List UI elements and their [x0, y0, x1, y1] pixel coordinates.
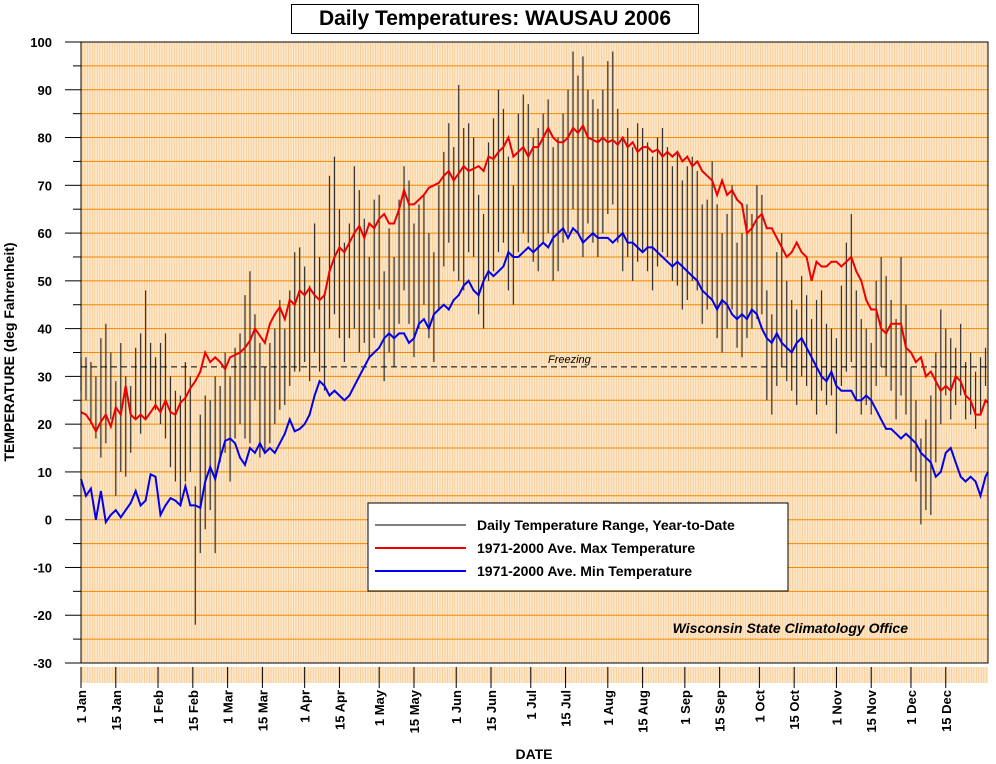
credit-annotation: Wisconsin State Climatology Office: [673, 620, 909, 636]
y-tick-label--20: -20: [33, 608, 52, 623]
legend: Daily Temperature Range, Year-to-Date 19…: [367, 502, 789, 592]
x-tick-label-21: 15 Nov: [864, 689, 879, 732]
x-tick-label-1: 15 Jan: [109, 690, 124, 731]
y-tick-label-50: 50: [38, 274, 52, 289]
y-tick-label-60: 60: [38, 226, 52, 241]
x-tick-label-14: 1 Aug: [601, 690, 616, 726]
x-tick-label-12: 1 Jul: [524, 690, 539, 720]
x-tick-label-4: 1 Mar: [221, 690, 236, 724]
x-tick-label-20: 1 Nov: [829, 689, 844, 725]
x-tick-label-9: 15 May: [407, 689, 422, 733]
y-tick-label-90: 90: [38, 83, 52, 98]
x-tick-label-16: 1 Sep: [678, 690, 693, 725]
x-tick-label-22: 1 Dec: [904, 690, 919, 725]
x-tick-label-15: 15 Aug: [636, 690, 651, 733]
x-tick-label-13: 15 Jul: [559, 690, 574, 727]
y-tick-label-20: 20: [38, 417, 52, 432]
x-axis-ticks: 1 Jan 15 Jan 1 Feb 15 Feb 1 Mar 15 Mar 1 Apr 15…: [74, 667, 954, 733]
daily-range-bars: [80, 51, 987, 625]
y-tick-label-0: 0: [45, 513, 52, 528]
y-tick-label-10: 10: [38, 465, 52, 480]
min-temperature-line: [80, 226, 989, 525]
x-tick-label-17: 15 Sep: [713, 690, 728, 732]
x-tick-label-8: 1 May: [372, 689, 387, 726]
x-tick-label-5: 15 Mar: [255, 690, 270, 731]
y-tick-label--30: -30: [33, 656, 52, 671]
y-tick-label-70: 70: [38, 178, 52, 193]
y-tick-label--10: -10: [33, 560, 52, 575]
x-tick-label-3: 15 Feb: [186, 690, 201, 731]
legend-label-max: 1971-2000 Ave. Max Temperature: [477, 540, 695, 556]
x-tick-label-0: 1 Jan: [74, 690, 89, 723]
y-axis-title: TEMPERATURE (deg Fahrenheit): [1, 242, 17, 461]
x-tick-label-18: 1 Oct: [752, 689, 767, 722]
y-tick-label-30: 30: [38, 369, 52, 384]
y-tick-label-80: 80: [38, 131, 52, 146]
legend-label-min: 1971-2000 Ave. Min Temperature: [477, 563, 692, 579]
x-tick-label-10: 1 Jun: [449, 690, 464, 724]
x-tick-label-11: 15 Jun: [484, 690, 499, 731]
x-axis-title: DATE: [515, 746, 552, 762]
x-tick-label-2: 1 Feb: [151, 690, 166, 724]
y-tick-label-100: 100: [30, 35, 52, 50]
freezing-label: Freezing: [548, 354, 592, 366]
max-temperature-line: [80, 123, 989, 434]
x-tick-label-6: 1 Apr: [298, 690, 313, 723]
date-strip: [81, 667, 988, 683]
x-tick-label-7: 15 Apr: [332, 690, 347, 730]
chart-title: Daily Temperatures: WAUSAU 2006: [291, 4, 699, 34]
x-tick-label-19: 15 Oct: [787, 689, 802, 729]
y-tick-label-40: 40: [38, 322, 52, 337]
legend-label-range: Daily Temperature Range, Year-to-Date: [477, 517, 735, 533]
x-tick-label-23: 15 Dec: [939, 690, 954, 732]
